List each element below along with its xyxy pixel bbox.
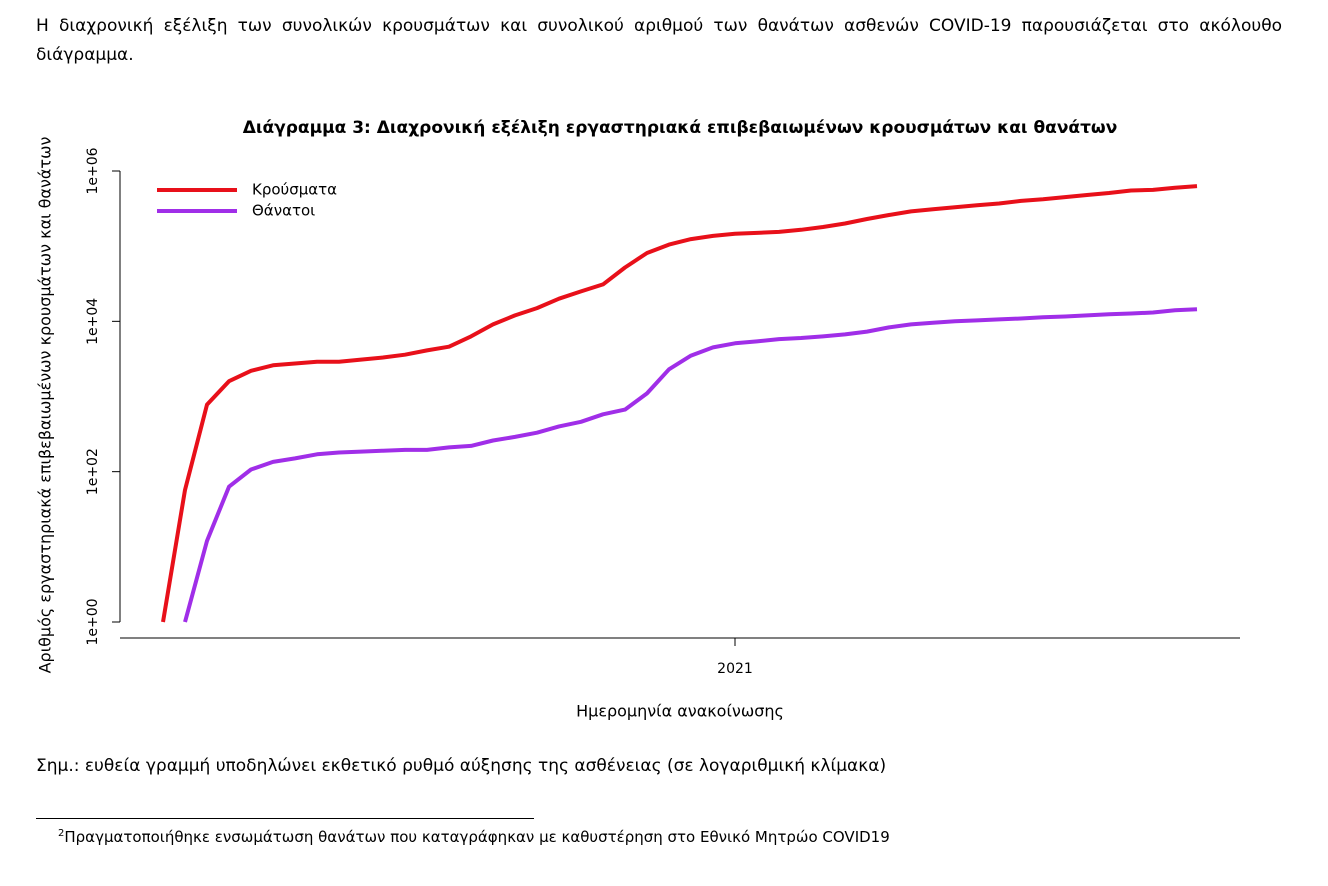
series-line	[161, 184, 1198, 623]
legend-label: Θάνατοι	[252, 202, 315, 220]
y-tick-label: 1e+00	[85, 598, 101, 645]
chart-title: Διάγραμμα 3: Διαχρονική εξέλιξη εργαστηρ…	[243, 118, 1118, 138]
x-tick-label: 2021	[717, 661, 753, 677]
y-tick-label: 1e+04	[85, 298, 101, 345]
footnote-marker: 2	[58, 828, 65, 839]
footnote-rule	[36, 818, 534, 819]
footnote: 2Πραγματοποιήθηκε ενσωμάτωση θανάτων που…	[58, 828, 890, 846]
x-axis-title: Ημερομηνία ανακοίνωσης	[576, 702, 784, 721]
legend-label: Κρούσματα	[252, 181, 337, 199]
intro-paragraph: Η διαχρονική εξέλιξη των συνολικών κρουσ…	[36, 16, 1282, 65]
y-tick-label: 1e+06	[85, 147, 101, 194]
note: Σημ.: ευθεία γραμμή υποδηλώνει εκθετικό …	[36, 756, 887, 776]
y-axis-title: Αριθμός εργαστηριακά επιβεβαιωμένων κρου…	[36, 137, 55, 674]
series-line	[183, 307, 1198, 623]
footnote-text: Πραγματοποιήθηκε ενσωμάτωση θανάτων που …	[64, 828, 890, 846]
y-tick-label: 1e+02	[85, 448, 101, 495]
